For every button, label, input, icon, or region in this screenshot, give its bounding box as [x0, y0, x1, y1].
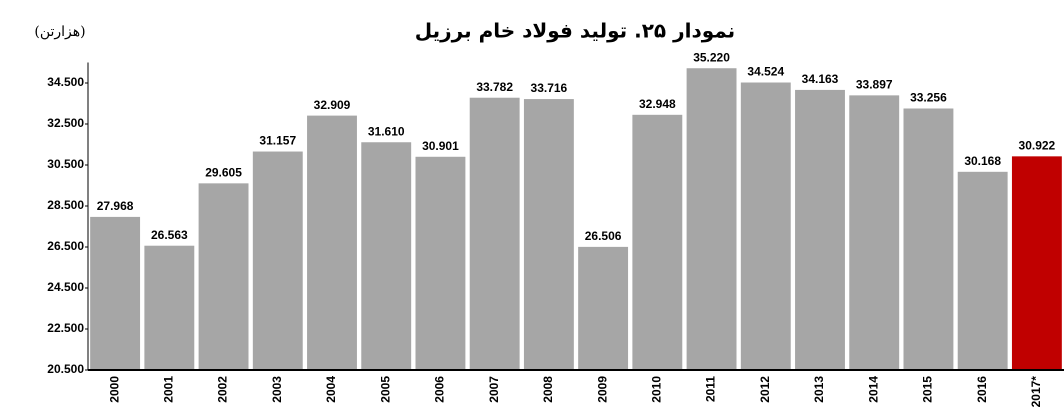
bar — [252, 151, 303, 370]
bar — [198, 183, 249, 370]
bar — [90, 216, 141, 370]
value-label: 34.524 — [747, 65, 784, 79]
y-tick-label: 28.500 — [47, 198, 84, 212]
x-tick-label: 2007 — [487, 376, 501, 403]
value-label: 30.901 — [422, 139, 459, 153]
y-tick-label: 26.500 — [47, 239, 84, 253]
x-tick-label: 2000 — [107, 376, 121, 403]
value-label: 26.506 — [585, 229, 622, 243]
bar — [578, 246, 629, 370]
value-label: 33.897 — [856, 78, 893, 92]
x-tick-label: 2016 — [975, 376, 989, 403]
bar — [632, 114, 683, 370]
value-label: 33.716 — [531, 81, 568, 95]
y-tick-label: 30.500 — [47, 157, 84, 171]
x-tick-label: 2012 — [758, 376, 772, 403]
bar — [523, 99, 574, 371]
y-axis-unit: (هزارتن) — [34, 24, 85, 40]
value-label: 35.220 — [693, 50, 730, 64]
x-tick-label: 2013 — [812, 376, 826, 403]
x-tick-label: 2014 — [866, 376, 880, 403]
y-tick-label: 32.500 — [47, 116, 84, 130]
bar — [795, 89, 845, 370]
value-label: 31.610 — [368, 124, 405, 138]
bar — [415, 156, 466, 370]
bar — [1011, 156, 1062, 370]
bar — [307, 115, 357, 370]
value-label: 26.563 — [151, 228, 188, 242]
x-tick-label: 2005 — [378, 376, 392, 403]
chart-title: نمودار ۲۵. تولید فولاد خام برزیل — [415, 19, 735, 43]
x-tick-label: 2010 — [650, 376, 664, 403]
value-label: 32.909 — [314, 98, 351, 112]
bar — [144, 245, 195, 370]
y-tick-label: 34.500 — [47, 75, 84, 89]
x-tick-label: 2015 — [921, 376, 935, 403]
x-tick-label: 2011 — [704, 376, 718, 402]
x-tick-label: 2002 — [216, 376, 230, 403]
x-tick-label: 2001 — [162, 376, 176, 403]
bar — [469, 97, 520, 371]
y-tick-label: 24.500 — [47, 280, 84, 294]
value-label: 33.256 — [910, 91, 947, 105]
bar — [903, 108, 954, 370]
x-tick-label: 2017* — [1029, 376, 1043, 408]
value-label: 33.782 — [476, 80, 513, 94]
x-tick-label: 2008 — [541, 376, 555, 403]
y-tick-label: 22.500 — [47, 321, 84, 335]
value-label: 29.605 — [205, 166, 242, 180]
y-tick-label: 20.500 — [47, 362, 84, 376]
bar — [849, 95, 900, 370]
value-label: 30.168 — [964, 154, 1001, 168]
value-label: 34.163 — [802, 72, 839, 86]
x-tick-label: 2003 — [270, 376, 284, 403]
x-tick-label: 2009 — [595, 376, 609, 403]
value-label: 27.968 — [97, 199, 134, 213]
value-label: 31.157 — [259, 134, 296, 148]
bar — [740, 82, 791, 371]
x-tick-label: 2004 — [324, 376, 338, 403]
bar — [361, 142, 412, 370]
x-tick-label: 2006 — [433, 376, 447, 403]
bar — [686, 68, 737, 371]
value-label: 32.948 — [639, 97, 676, 111]
bar — [957, 171, 1008, 370]
value-label: 30.922 — [1019, 139, 1056, 153]
